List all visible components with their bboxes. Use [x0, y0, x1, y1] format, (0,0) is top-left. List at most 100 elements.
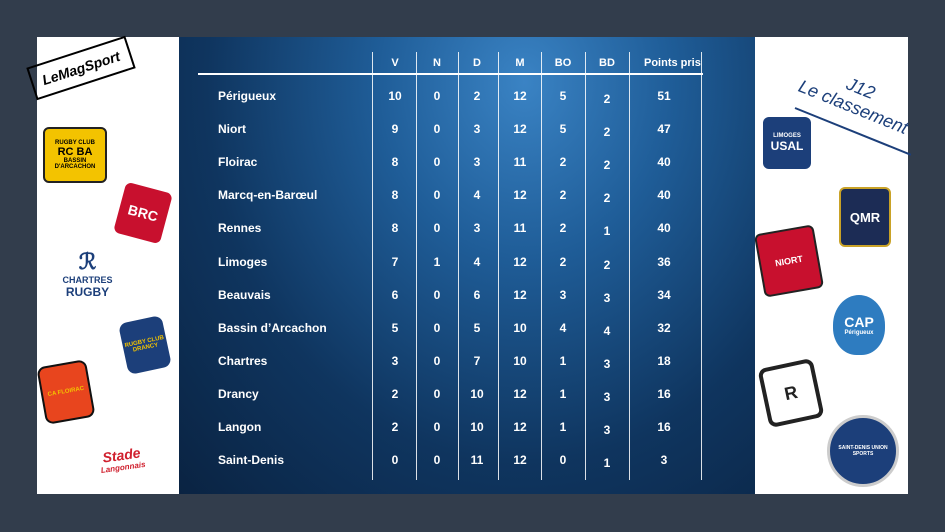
- stat-cell: 10: [513, 353, 527, 368]
- stat-cell: 0: [433, 386, 441, 401]
- logo: Stade Langonnais: [84, 427, 161, 490]
- logo: QMR: [839, 187, 891, 247]
- stat-cell: 10: [470, 420, 484, 434]
- stat-cell: 8: [391, 221, 399, 236]
- left-panel: LeMagSport RUGBY CLUB RC BA BASSIN D'ARC…: [26, 35, 179, 494]
- standings-table: V N D M BO BD Points pris Périgueux 10 0 2 12 5 2 51 Ni…: [179, 37, 755, 494]
- logo: LIMOGES USAL: [763, 117, 811, 169]
- stat-cell: 47: [657, 122, 671, 137]
- stat-cell: 4: [473, 188, 481, 203]
- team-name: Rennes: [218, 221, 262, 236]
- stat-cell: 2: [559, 155, 567, 170]
- stat-cell: 3: [660, 453, 668, 468]
- stat-cell: 3: [603, 290, 611, 305]
- stat-cell: 7: [473, 353, 481, 368]
- stat-cell: 36: [657, 254, 671, 269]
- logo: NIORT: [753, 224, 825, 298]
- stat-cell: 18: [657, 353, 671, 368]
- team-name: Floirac: [218, 155, 258, 170]
- stat-cell: 11: [470, 453, 484, 468]
- stat-cell: 51: [657, 89, 671, 103]
- stat-cell: 0: [433, 287, 441, 302]
- team-name: Drancy: [218, 386, 259, 401]
- logo: RUGBY CLUB RC BA BASSIN D'ARCACHON: [43, 127, 107, 183]
- stat-cell: 0: [433, 353, 441, 368]
- stat-cell: 8: [391, 155, 399, 170]
- stat-cell: 12: [513, 453, 527, 468]
- stat-cell: 3: [473, 221, 481, 236]
- brand-logo: LeMagSport: [26, 35, 136, 101]
- stat-cell: 4: [473, 254, 481, 269]
- stat-cell: 1: [433, 254, 441, 269]
- team-name: Niort: [218, 122, 246, 137]
- stat-cell: 11: [513, 221, 527, 236]
- stat-cell: 3: [603, 389, 611, 404]
- logo-text: RC BA: [58, 146, 93, 158]
- logo-icon: ℛ: [78, 249, 97, 274]
- logo-text: BA: [76, 146, 93, 158]
- stat-cell: 32: [657, 320, 671, 335]
- logo-text: RUGBY: [65, 285, 110, 299]
- logo-text: LIMOGES: [773, 133, 801, 139]
- stat-cell: 1: [559, 386, 567, 401]
- stat-cell: 5: [473, 320, 481, 335]
- stat-cell: 10: [470, 386, 484, 401]
- stat-cell: 12: [513, 122, 527, 137]
- column-header: M: [515, 57, 525, 69]
- column-divider: [541, 52, 542, 480]
- stat-cell: 2: [559, 221, 567, 236]
- stat-cell: 6: [473, 287, 481, 302]
- stat-cell: 5: [559, 89, 567, 103]
- stat-cell: 1: [603, 456, 611, 471]
- column-divider: [585, 52, 586, 480]
- stat-cell: 2: [603, 125, 611, 140]
- stat-cell: 0: [391, 453, 399, 468]
- column-divider: [458, 52, 459, 480]
- column-divider: [372, 52, 373, 480]
- stat-cell: 2: [603, 257, 611, 272]
- column-divider: [498, 52, 499, 480]
- stat-cell: 0: [433, 453, 441, 468]
- team-name: Chartres: [218, 353, 268, 368]
- stat-cell: 0: [433, 122, 441, 137]
- logo: CAP Périgueux: [833, 295, 885, 355]
- logo: RUGBY CLUB DRANCY: [118, 314, 172, 376]
- column-header: BO: [554, 57, 572, 69]
- column-header: V: [391, 57, 399, 69]
- stat-cell: 0: [433, 188, 441, 203]
- logo-text: BASSIN D'ARCACHON: [54, 158, 96, 170]
- stat-cell: 3: [603, 356, 611, 371]
- stat-cell: 12: [513, 287, 527, 302]
- stat-cell: 0: [559, 453, 567, 468]
- logo: BRC: [113, 181, 173, 245]
- team-name: Langon: [218, 420, 262, 434]
- stat-cell: 40: [657, 188, 671, 203]
- stat-cell: 1: [559, 353, 567, 368]
- logo-text: Périgueux: [844, 330, 874, 336]
- stat-cell: 3: [603, 423, 611, 437]
- stat-cell: 34: [657, 287, 671, 302]
- column-divider: [416, 52, 417, 480]
- team-name: Marcq-en-Barœul: [218, 188, 318, 203]
- logo: SAINT-DENIS UNION SPORTS: [827, 415, 899, 487]
- logo-text: RUGBY CLUB: [55, 140, 95, 146]
- logo-text: CHARTRES RUGBY: [45, 275, 130, 299]
- stat-cell: 4: [559, 320, 567, 335]
- stat-cell: 2: [603, 158, 611, 173]
- stat-cell: 12: [513, 89, 527, 103]
- stat-cell: 2: [559, 254, 567, 269]
- stat-cell: 16: [657, 386, 671, 401]
- stat-cell: 40: [657, 155, 671, 170]
- column-divider: [629, 52, 630, 480]
- stat-cell: 3: [473, 122, 481, 137]
- stat-cell: 40: [657, 221, 671, 236]
- stat-cell: 0: [433, 155, 441, 170]
- logo: CA FLOIRAC: [36, 359, 96, 425]
- column-header: BD: [599, 57, 615, 69]
- stat-cell: 10: [513, 320, 527, 335]
- column-divider: [701, 52, 702, 480]
- stat-cell: 10: [388, 89, 402, 103]
- stat-cell: 3: [473, 155, 481, 170]
- right-panel: J12 Le classement LIMOGES USAL QMR NIORT …: [753, 37, 912, 494]
